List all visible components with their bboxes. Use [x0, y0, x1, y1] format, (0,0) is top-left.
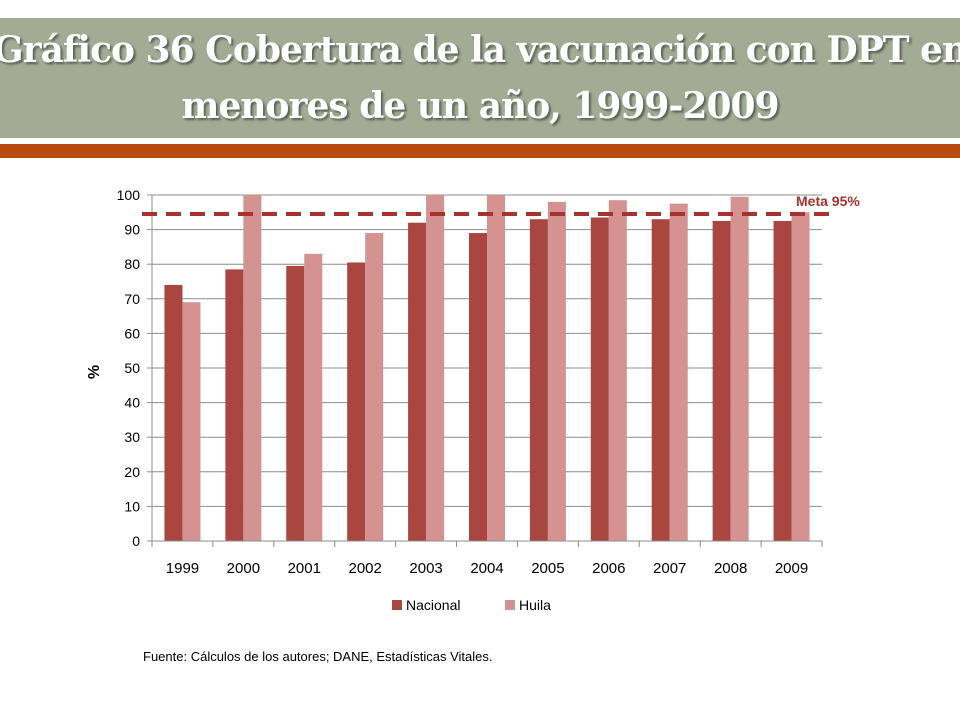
- legend: Nacional Huila: [392, 597, 551, 613]
- y-tick-label: 70: [124, 291, 140, 307]
- bar-nacional-2007: [651, 219, 670, 541]
- y-tick-label: 90: [124, 222, 140, 238]
- x-tick-label: 2008: [714, 560, 747, 577]
- y-tick-label: 0: [132, 533, 140, 549]
- y-tick-label: 80: [124, 256, 140, 272]
- y-axis-label: %: [86, 365, 103, 379]
- x-tick-label: 2002: [348, 560, 381, 577]
- y-tick-label: 40: [124, 395, 140, 411]
- x-tick-label: 2001: [288, 560, 321, 577]
- bar-huila-2009: [791, 212, 810, 542]
- title-line-2: menores de un año, 1999-2009: [181, 85, 779, 127]
- reference-line-group: Meta 95%: [142, 193, 860, 217]
- legend-swatch-huila: [505, 600, 515, 610]
- x-tick-label: 2005: [531, 560, 564, 577]
- bar-huila-2004: [487, 195, 505, 541]
- tick-labels: 0 10 20 30 40 50 60 70 80 90 100 1999 2000 2001 2002 20…: [86, 187, 808, 577]
- x-tick-label: 2009: [775, 560, 808, 577]
- bars: [164, 195, 810, 542]
- bar-huila-2002: [365, 233, 384, 541]
- bar-huila-2006: [608, 200, 627, 541]
- bar-nacional-2006: [590, 217, 609, 542]
- axes: [147, 194, 823, 547]
- bar-nacional-2008: [712, 220, 731, 541]
- bar-nacional-2003: [408, 222, 427, 541]
- page-title: Gráfico 36 Cobertura de la vacunación co…: [0, 18, 960, 138]
- y-tick-label: 30: [124, 429, 140, 445]
- bar-huila-2008: [730, 196, 749, 542]
- x-tick-label: 2003: [409, 560, 442, 577]
- x-tick-label: 2007: [653, 560, 686, 577]
- bar-huila-2005: [547, 201, 566, 542]
- y-tick-label: 50: [124, 360, 140, 376]
- bar-huila-2007: [669, 203, 688, 541]
- x-tick-label: 2006: [592, 560, 625, 577]
- y-tick-label: 60: [124, 325, 140, 341]
- x-tick-label: 2004: [470, 560, 503, 577]
- legend-label-huila: Huila: [519, 597, 551, 613]
- title-line-1: Gráfico 36 Cobertura de la vacunación co…: [0, 29, 960, 71]
- title-band: [0, 18, 960, 138]
- y-tick-label: 100: [117, 187, 141, 203]
- bar-huila-1999: [182, 302, 201, 541]
- legend-swatch-nacional: [392, 600, 402, 610]
- bar-huila-2003: [426, 195, 445, 541]
- bar-nacional-2001: [286, 265, 305, 541]
- bar-nacional-2000: [225, 269, 244, 541]
- x-tick-label: 1999: [166, 560, 199, 577]
- accent-bar: [0, 144, 960, 158]
- bar-huila-2000: [243, 195, 262, 541]
- meta-label: Meta 95%: [796, 193, 860, 209]
- bar-huila-2001: [304, 253, 323, 541]
- bar-nacional-2002: [347, 262, 366, 541]
- source-note: Fuente: Cálculos de los autores; DANE, E…: [143, 649, 493, 664]
- bar-nacional-2004: [469, 233, 487, 541]
- y-tick-label: 10: [124, 498, 140, 514]
- y-tick-label: 20: [124, 464, 140, 480]
- bar-nacional-2009: [773, 220, 792, 541]
- bar-nacional-1999: [164, 284, 183, 541]
- legend-label-nacional: Nacional: [406, 597, 460, 613]
- bar-nacional-2005: [529, 219, 548, 541]
- x-tick-label: 2000: [227, 560, 260, 577]
